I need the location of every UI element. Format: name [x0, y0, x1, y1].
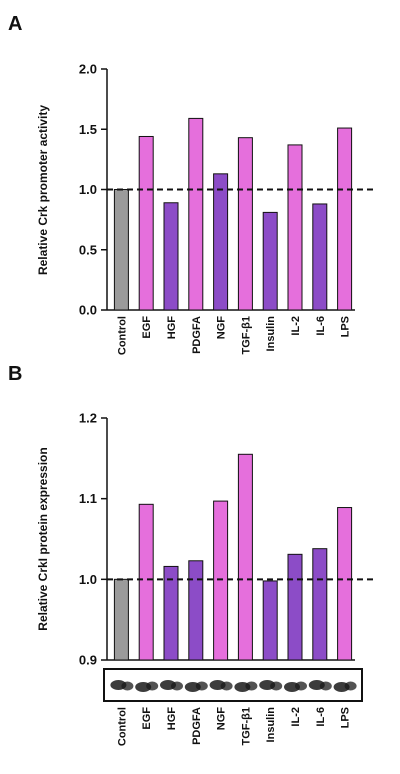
x-tick-label: NGF: [216, 316, 228, 340]
x-tick-label: LPS: [340, 316, 352, 337]
bar-tgf-1: [237, 137, 253, 311]
bar-insulin: [262, 580, 278, 661]
bar-series: [107, 453, 373, 661]
x-tick-label: IL-6: [315, 707, 327, 727]
y-tick-label: 0.0: [79, 303, 97, 318]
x-tick-label: IL-6: [315, 316, 327, 336]
y-tick-label: 1.5: [79, 122, 97, 137]
x-tick-label: TGF-β1: [240, 707, 252, 746]
bar-il-2: [287, 144, 303, 311]
bar-il-6: [312, 203, 328, 311]
x-tick-label: TGF-β1: [240, 316, 252, 355]
bar-ngf: [213, 173, 229, 311]
blot-band: [220, 681, 233, 691]
bar-egf: [138, 135, 154, 311]
x-tick-label: LPS: [340, 707, 352, 728]
bar-series: [107, 117, 373, 311]
x-tick-label: PDGFA: [191, 316, 203, 354]
y-tick-label: 1.1: [79, 491, 97, 506]
x-tick-label: Control: [116, 707, 128, 746]
panel-letter: B: [8, 363, 22, 385]
bar-tgf-1: [237, 453, 253, 661]
bar-control: [113, 189, 129, 311]
panel-b: B Relative CrkI protein expression 0.9 1.…: [8, 363, 373, 746]
y-axis-label: Relative CrkI protein expression: [36, 447, 50, 630]
bar-pdgfa: [188, 560, 204, 661]
blot-band: [121, 681, 134, 691]
x-axis-labels: Control EGF HGF PDGFA NGF TGF-β1 Insulin IL-2 IL…: [116, 707, 351, 746]
blot-band: [295, 681, 307, 691]
y-tick-label: 1.0: [79, 182, 97, 197]
panel-a: A Relative Crk promoter activity 0.0 0.5 1…: [8, 13, 373, 355]
x-tick-label: IL-2: [290, 316, 302, 336]
x-tick-label: PDGFA: [191, 707, 203, 745]
blot-band: [245, 681, 258, 691]
bar-egf: [138, 503, 154, 661]
blot-band: [195, 681, 208, 691]
x-tick-label: IL-2: [290, 707, 302, 727]
bar-ngf: [213, 500, 229, 661]
x-axis-labels: Control EGF HGF PDGFA NGF TGF-β1 Insulin IL-2 IL…: [116, 316, 351, 355]
blot-band: [146, 681, 159, 691]
x-tick-label: HGF: [166, 316, 178, 340]
panel-letter: A: [8, 13, 22, 35]
y-axis-label: Relative Crk promoter activity: [36, 105, 50, 275]
y-tick-label: 1.0: [79, 572, 97, 587]
x-tick-label: EGF: [141, 316, 153, 339]
bar-control: [113, 578, 129, 661]
bar-hgf: [163, 565, 179, 661]
blot-band: [270, 681, 283, 691]
bar-lps: [337, 507, 353, 661]
bar-insulin: [262, 211, 278, 311]
x-tick-label: Insulin: [265, 707, 277, 743]
y-tick-label: 0.5: [79, 242, 97, 257]
western-blot-strip: [103, 668, 363, 702]
x-tick-label: NGF: [216, 707, 228, 731]
bar-il-6: [312, 548, 328, 661]
bar-hgf: [163, 202, 179, 311]
x-tick-label: Insulin: [265, 316, 277, 352]
blot-band: [344, 681, 357, 691]
bar-pdgfa: [188, 117, 204, 311]
blot-band: [171, 681, 183, 691]
y-tick-label: 0.9: [79, 653, 97, 668]
blot-band: [319, 681, 332, 691]
y-tick-label: 2.0: [79, 62, 97, 77]
bar-il-2: [287, 553, 303, 661]
bar-lps: [337, 127, 353, 311]
x-tick-label: Control: [116, 316, 128, 355]
x-tick-label: HGF: [166, 707, 178, 731]
x-tick-label: EGF: [141, 707, 153, 730]
y-tick-label: 1.2: [79, 411, 97, 426]
